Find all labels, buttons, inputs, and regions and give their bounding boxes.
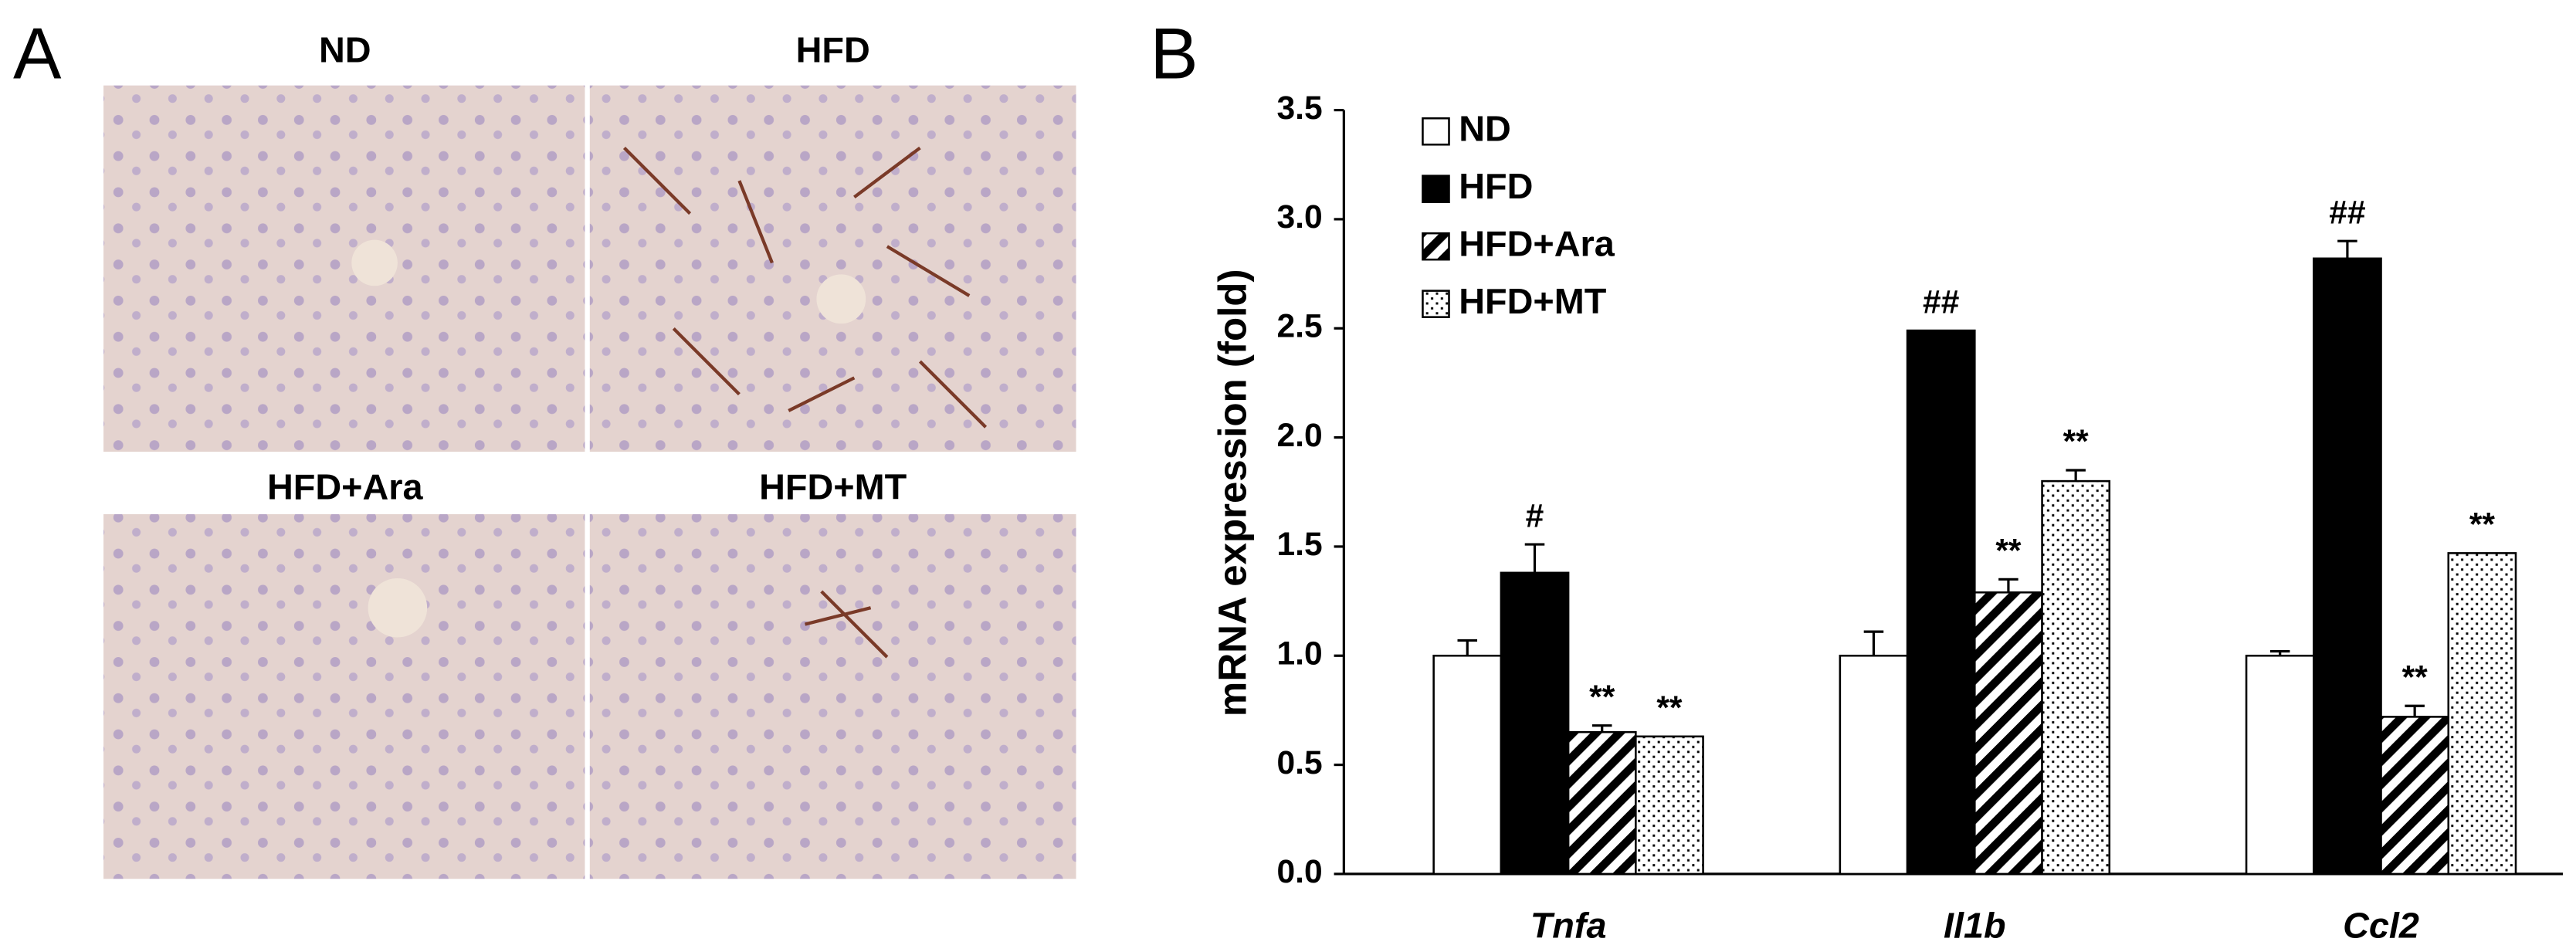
panel-label: A xyxy=(13,12,62,93)
bar xyxy=(2447,552,2517,876)
y-tick-label: 0.5 xyxy=(1277,744,1323,781)
legend-swatch xyxy=(1422,290,1450,318)
bar xyxy=(1567,730,1637,876)
bar xyxy=(2041,479,2111,876)
y-tick-label: 3.5 xyxy=(1277,90,1323,127)
annotation: ** xyxy=(1589,679,1615,716)
y-tick-label: 0.0 xyxy=(1277,853,1323,890)
micrograph xyxy=(103,513,585,879)
x-tick-label: Tnfa xyxy=(1530,905,1607,945)
micrograph xyxy=(103,85,585,452)
micrograph-title: HFD xyxy=(796,29,870,69)
vessel xyxy=(351,239,398,286)
legend-swatch xyxy=(1422,232,1450,261)
legend-label: HFD+Ara xyxy=(1459,224,1615,264)
annotation: ** xyxy=(2469,506,2496,544)
micrograph xyxy=(589,85,1076,452)
annotation: # xyxy=(1526,497,1544,534)
bar xyxy=(2245,654,2315,876)
bar xyxy=(1839,654,1909,876)
bar xyxy=(1974,591,2043,876)
micrograph-title: HFD+Ara xyxy=(267,466,424,506)
staining xyxy=(622,146,988,659)
legend-label: HFD+MT xyxy=(1459,281,1606,321)
annotation: ** xyxy=(2063,423,2090,460)
legend-swatch xyxy=(1422,117,1450,146)
annotation: ## xyxy=(1923,283,1959,320)
y-tick-label: 1.5 xyxy=(1277,526,1323,563)
micrograph-title: ND xyxy=(319,29,371,69)
bar xyxy=(2380,716,2450,876)
annotation: ** xyxy=(1656,689,1683,727)
annotation: ** xyxy=(2402,659,2429,696)
legend-swatch xyxy=(1422,174,1450,204)
micrograph xyxy=(589,513,1076,879)
y-tick-label: 2.0 xyxy=(1277,417,1323,454)
micrograph-title: HFD+MT xyxy=(759,466,907,506)
y-tick-label: 1.0 xyxy=(1277,635,1323,672)
legend-label: ND xyxy=(1459,109,1511,149)
bar xyxy=(1432,654,1503,876)
panel-label: B xyxy=(1150,12,1198,93)
y-tick-label: 3.0 xyxy=(1277,198,1323,235)
annotation: ## xyxy=(2329,194,2365,231)
x-tick-label: Il1b xyxy=(1944,905,2006,945)
bar xyxy=(1635,735,1704,876)
bar xyxy=(2313,257,2382,876)
vessel xyxy=(816,274,866,324)
y-tick-label: 2.5 xyxy=(1277,307,1323,344)
x-tick-label: Ccl2 xyxy=(2343,905,2419,945)
vessel xyxy=(368,578,428,638)
bar xyxy=(1500,571,1570,876)
legend-label: HFD xyxy=(1459,166,1533,206)
bar xyxy=(1906,329,1976,876)
annotation: ** xyxy=(1995,533,2022,570)
micrographs: ND HFD HFD+Ara HFD+MT xyxy=(103,29,1076,879)
y-axis-label: mRNA expression (fold) xyxy=(1210,269,1254,717)
